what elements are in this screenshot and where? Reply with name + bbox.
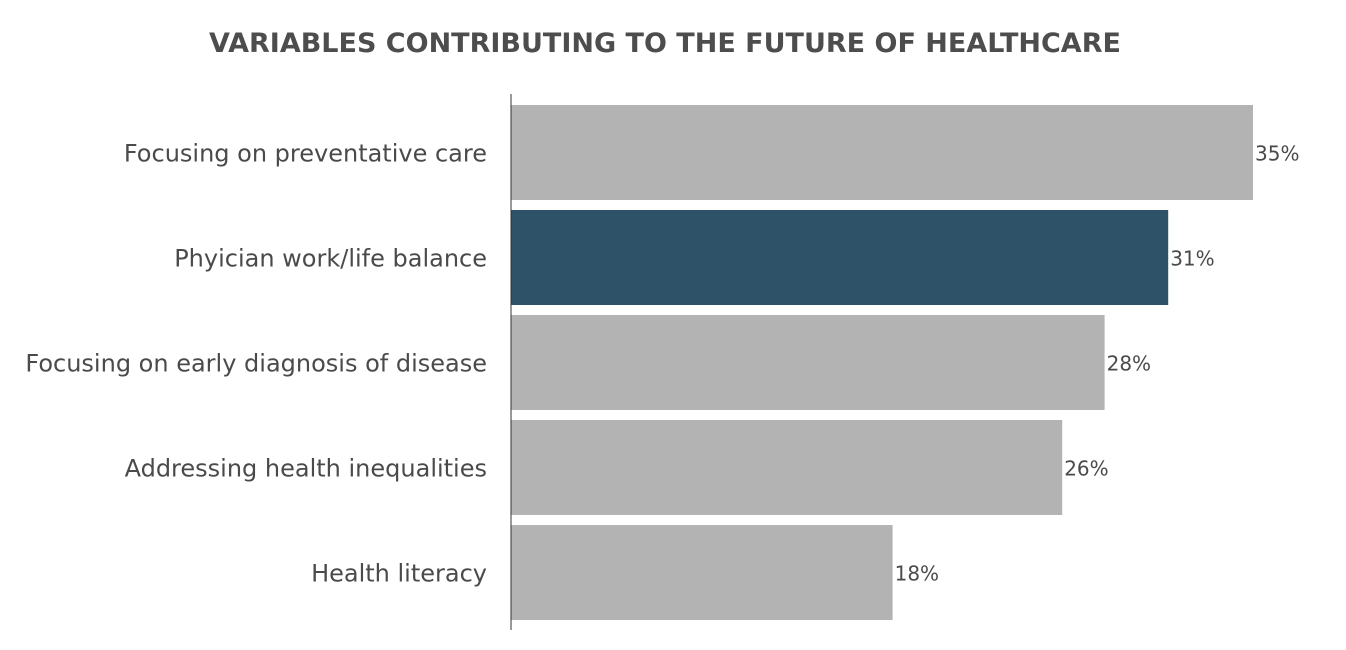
bar-4 xyxy=(511,420,1063,515)
chart-title: VARIABLES CONTRIBUTING TO THE FUTURE OF … xyxy=(209,28,1121,59)
category-label: Focusing on early diagnosis of disease xyxy=(25,350,487,378)
bar-2 xyxy=(511,210,1169,305)
value-label: 18% xyxy=(895,562,939,586)
bars-group xyxy=(511,105,1253,620)
category-label: Health literacy xyxy=(311,560,487,588)
category-label: Focusing on preventative care xyxy=(124,140,487,168)
value-labels-group: 35% 31% 28% 26% 18% xyxy=(895,142,1300,586)
bar-1 xyxy=(511,105,1253,200)
bar-5 xyxy=(511,525,893,620)
bar-3 xyxy=(511,315,1105,410)
value-label: 26% xyxy=(1064,457,1108,481)
value-label: 28% xyxy=(1107,352,1151,376)
category-labels-group: Focusing on preventative care Phyician wo… xyxy=(25,140,487,588)
category-label: Addressing health inequalities xyxy=(125,455,487,483)
value-label: 35% xyxy=(1255,142,1299,166)
value-label: 31% xyxy=(1170,247,1214,271)
category-label: Phyician work/life balance xyxy=(174,245,487,273)
